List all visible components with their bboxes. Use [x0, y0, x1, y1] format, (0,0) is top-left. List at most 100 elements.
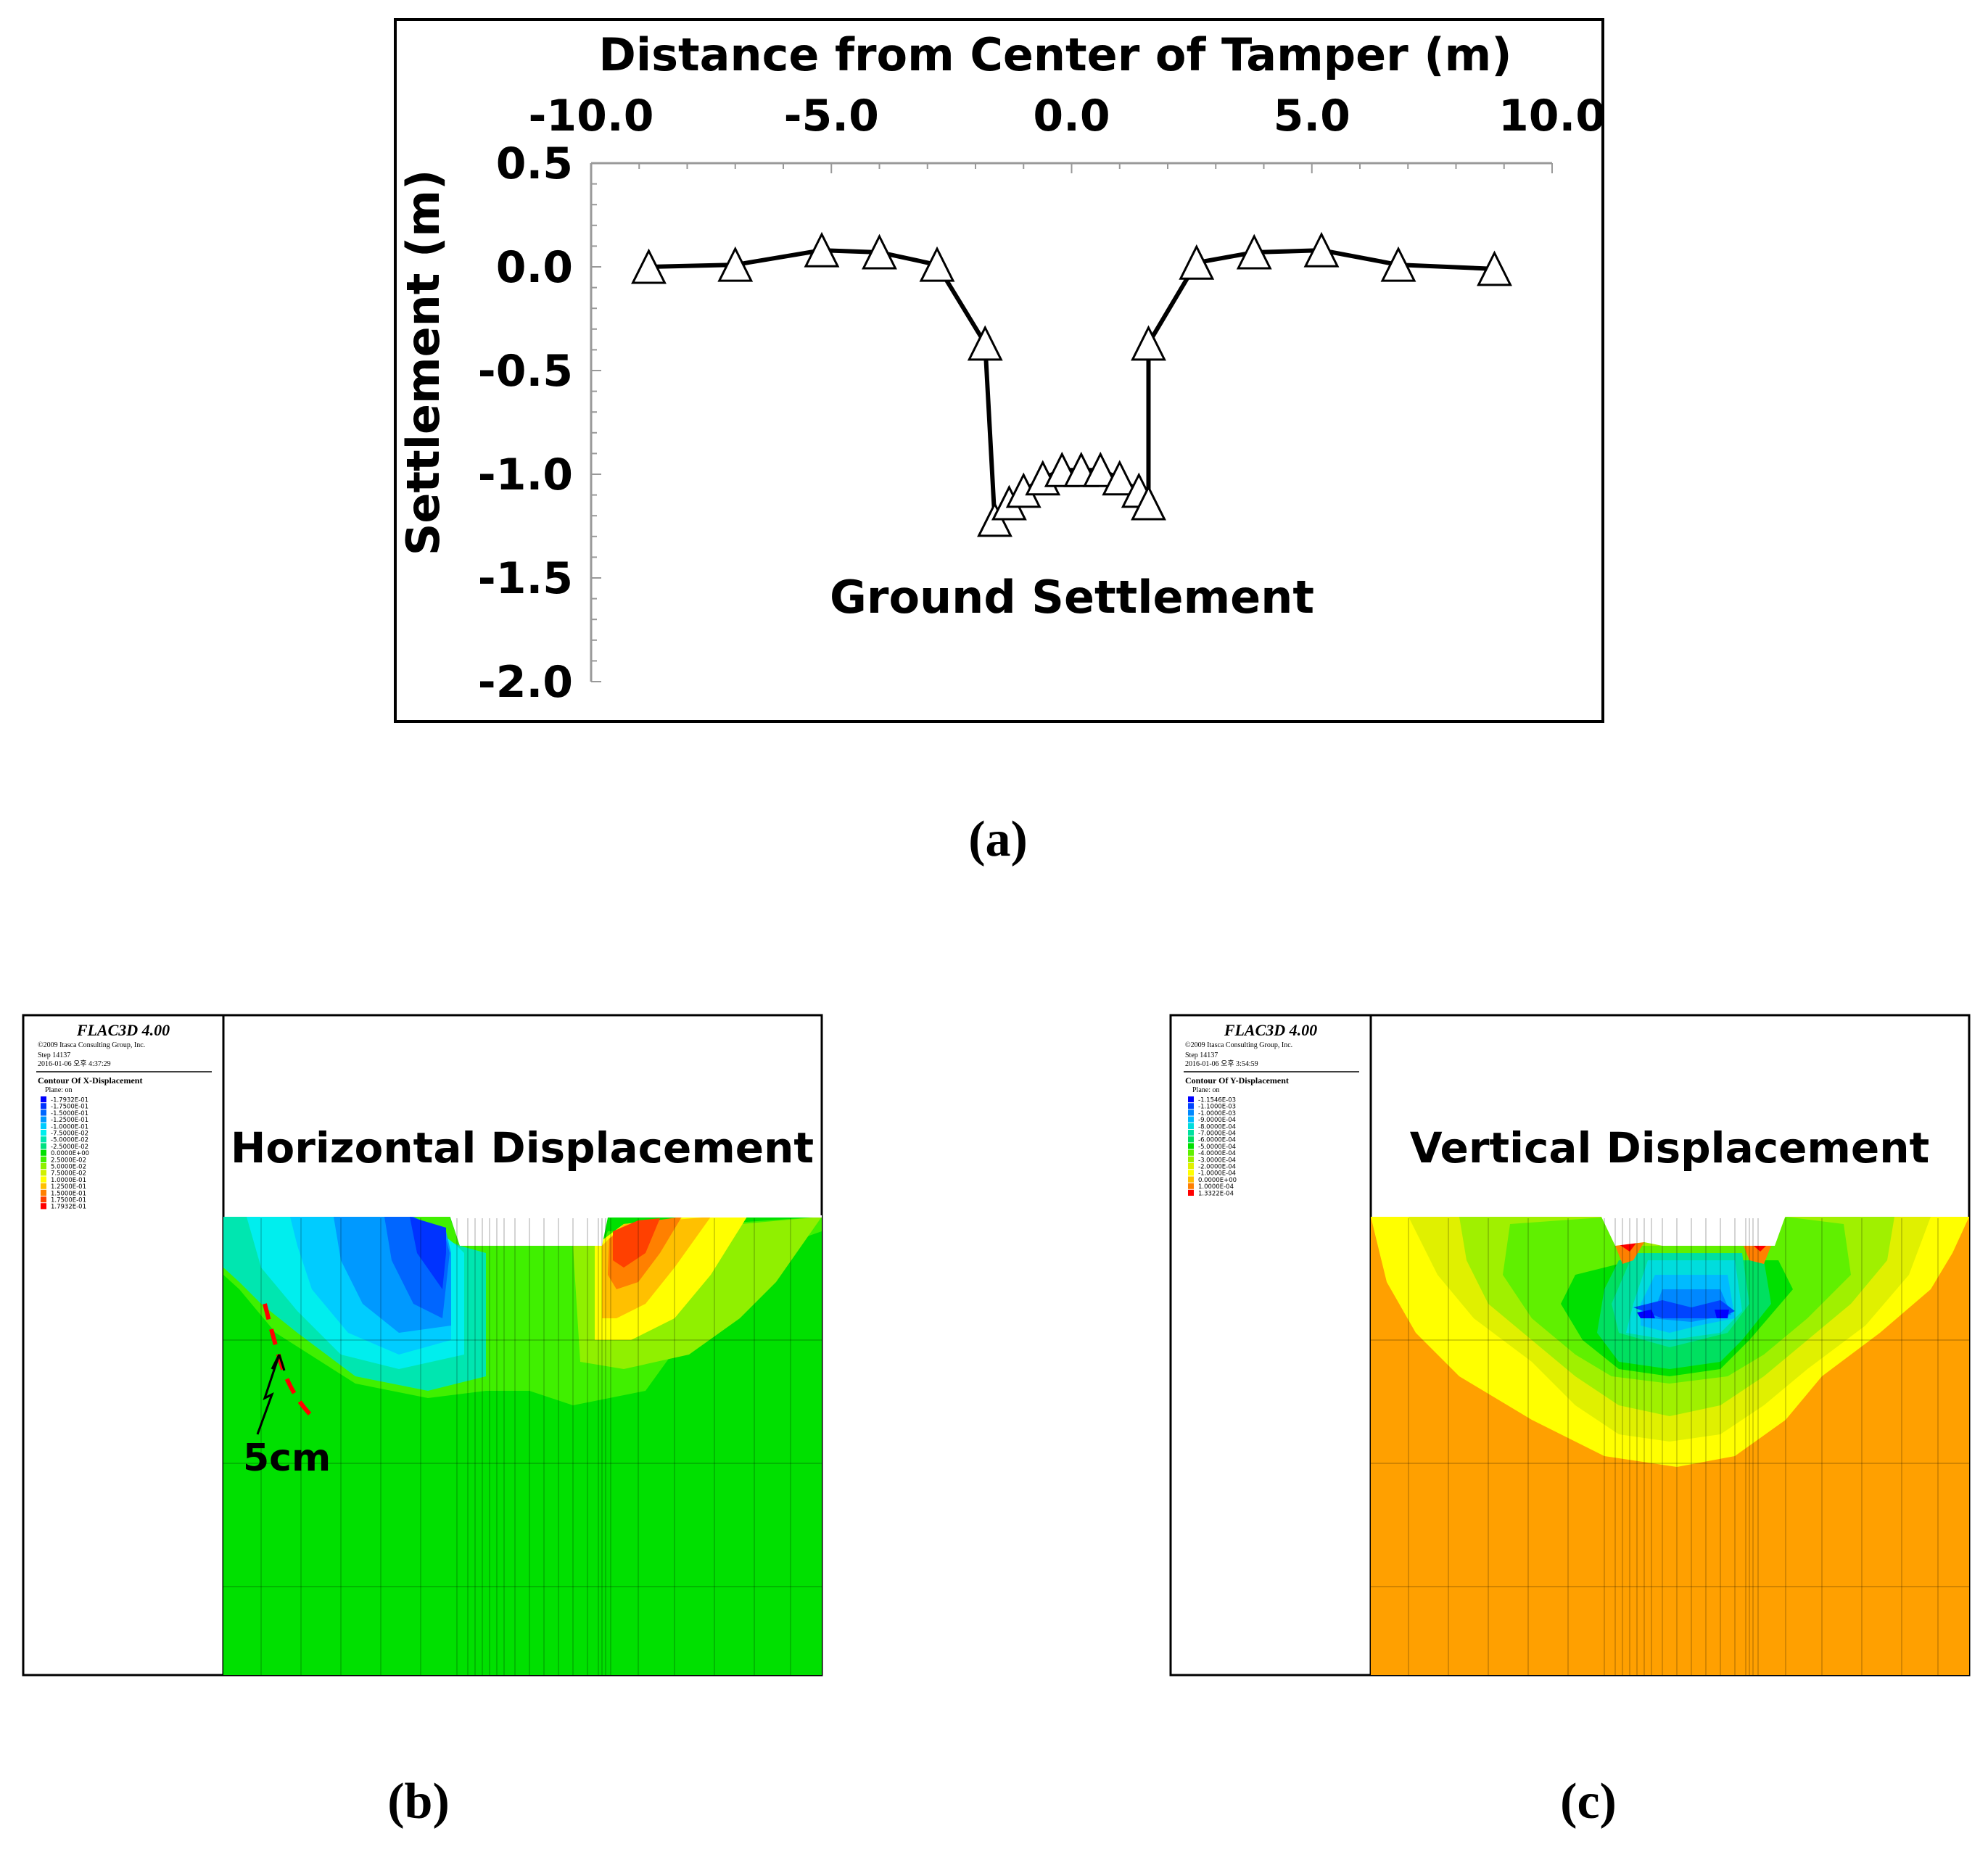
legend-swatch — [1188, 1189, 1194, 1196]
software-name: FLAC3D 4.00 — [76, 1021, 170, 1039]
triangle-marker — [1131, 484, 1166, 521]
legend-swatch — [1188, 1156, 1194, 1162]
triangle-marker — [804, 231, 840, 268]
legend-label: 1.0000E-01 — [51, 1177, 86, 1184]
legend-swatch — [1188, 1109, 1194, 1116]
date-info: 2016-01-06 오후 3:54:59 — [1185, 1059, 1258, 1068]
mesh-grid-c — [1371, 1218, 1969, 1675]
y-tick-label: 0.5 — [496, 139, 573, 189]
triangle-marker — [631, 248, 667, 284]
x-tick-label: 0.0 — [1033, 91, 1110, 141]
legend-swatch — [41, 1176, 46, 1183]
legend-label: -1.0000E-01 — [51, 1123, 88, 1130]
date-info: 2016-01-06 오후 4:37:29 — [38, 1059, 111, 1068]
legend-label: -5.0000E-04 — [1198, 1144, 1236, 1151]
legend-swatch — [41, 1130, 46, 1136]
triangle-marker — [919, 246, 955, 282]
legend-swatch — [1188, 1096, 1194, 1103]
caption-b: (b) — [387, 1774, 450, 1830]
vertical-displacement-panel: FLAC3D 4.00 ©2009 Itasca Consulting Grou… — [1169, 1014, 1971, 1677]
legend-label: -8.0000E-04 — [1198, 1123, 1236, 1130]
caption-c: (c) — [1560, 1774, 1617, 1830]
triangle-marker — [1236, 233, 1272, 270]
x-tick-label: 10.0 — [1498, 91, 1606, 141]
legend-swatch — [41, 1143, 46, 1149]
legend-label: -9.0000E-04 — [1198, 1117, 1236, 1124]
legend-label: -7.5000E-02 — [51, 1130, 88, 1138]
legend-label: 0.0000E+00 — [51, 1150, 89, 1157]
legend-swatch — [41, 1170, 46, 1176]
legend-swatch — [41, 1196, 46, 1203]
legend-label: 1.3322E-04 — [1198, 1190, 1234, 1197]
x-axis: -10.0 -5.0 0.0 5.0 10.0 — [529, 91, 1606, 173]
y-tick-label: -2.0 — [478, 657, 573, 708]
legend-swatch — [41, 1136, 46, 1143]
settlement-chart: Distance from Center of Tamper (m) Groun… — [394, 18, 1606, 723]
triangle-marker — [862, 233, 897, 270]
chart-title: Ground Settlement — [830, 571, 1314, 624]
legend-label: -1.0000E-04 — [1198, 1170, 1236, 1178]
panel-c-title: Vertical Displacement — [1410, 1123, 1929, 1173]
surface-void — [450, 1215, 822, 1246]
panel-b-title: Horizontal Displacement — [231, 1123, 814, 1173]
contour-region — [1615, 1242, 1644, 1264]
legend-label: 2.5000E-02 — [51, 1157, 86, 1164]
contour-title: Contour Of Y-Displacement — [1185, 1075, 1289, 1086]
legend-swatch — [41, 1149, 46, 1156]
legend-label: -1.2500E-01 — [51, 1117, 88, 1124]
legend-label: -1.7932E-01 — [51, 1097, 88, 1104]
legend-label: -1.0000E-03 — [1198, 1110, 1236, 1117]
triangle-marker — [1082, 451, 1118, 487]
legend-label: -1.7500E-01 — [51, 1104, 88, 1111]
step-info: Step 14137 — [1185, 1051, 1218, 1059]
contour-region — [613, 1218, 660, 1268]
legend-swatch — [41, 1116, 46, 1123]
legend-swatch — [1188, 1149, 1194, 1156]
copyright: ©2009 Itasca Consulting Group, Inc. — [1185, 1041, 1292, 1049]
settlement-series — [631, 231, 1512, 537]
legend-label: 0.0000E+00 — [1198, 1177, 1237, 1184]
legend-swatch — [1188, 1123, 1194, 1129]
x-tick-label: -5.0 — [784, 91, 879, 141]
legend-swatch — [1188, 1130, 1194, 1136]
annotation-arrow — [256, 1354, 286, 1435]
triangle-marker — [1131, 325, 1166, 361]
legend-swatch — [41, 1096, 46, 1103]
legend-swatch — [1188, 1183, 1194, 1189]
triangle-marker — [1380, 246, 1416, 282]
plane-info: Plane: on — [45, 1086, 73, 1094]
legend-label: 1.7500E-01 — [51, 1197, 86, 1204]
legend-label: 5.0000E-02 — [51, 1164, 86, 1171]
triangle-marker — [717, 246, 754, 282]
plane-info: Plane: on — [1192, 1086, 1220, 1094]
legend-swatch — [1188, 1176, 1194, 1183]
step-info: Step 14137 — [38, 1051, 70, 1059]
legend-label: -4.0000E-04 — [1198, 1150, 1236, 1157]
legend-label: -1.5000E-01 — [51, 1110, 88, 1117]
x-axis-label: Distance from Center of Tamper (m) — [598, 28, 1511, 81]
legend-label: 1.0000E-04 — [1198, 1183, 1234, 1191]
legend-label: -7.0000E-04 — [1198, 1130, 1236, 1138]
y-axis: 0.5 0.0 -0.5 -1.0 -1.5 -2.0 — [478, 139, 601, 708]
legend-swatch — [41, 1189, 46, 1196]
legend-swatch — [1188, 1103, 1194, 1109]
triangle-marker — [1477, 250, 1512, 286]
legend-label: -1.1000E-03 — [1198, 1104, 1236, 1111]
annotation-label: 5cm — [243, 1436, 331, 1480]
legend-swatch — [41, 1183, 46, 1189]
legend-c: -1.1546E-03-1.1000E-03-1.0000E-03-9.0000… — [1188, 1096, 1237, 1197]
triangle-marker — [1102, 460, 1138, 496]
copyright: ©2009 Itasca Consulting Group, Inc. — [38, 1041, 145, 1049]
legend-label: -6.0000E-04 — [1198, 1137, 1236, 1144]
mesh-grid-b — [223, 1218, 822, 1675]
legend-label: -5.0000E-02 — [51, 1137, 88, 1144]
legend-label: -2.0000E-04 — [1198, 1164, 1236, 1171]
legend-swatch — [1188, 1116, 1194, 1123]
contour-region — [410, 1217, 446, 1289]
y-tick-label: -1.5 — [478, 553, 573, 604]
contour-field-c — [1371, 1215, 1969, 1675]
horizontal-displacement-panel: FLAC3D 4.00 ©2009 Itasca Consulting Grou… — [22, 1014, 823, 1677]
x-tick-label: -10.0 — [529, 91, 654, 141]
triangle-marker — [1179, 244, 1215, 280]
caption-a: (a) — [968, 811, 1028, 867]
